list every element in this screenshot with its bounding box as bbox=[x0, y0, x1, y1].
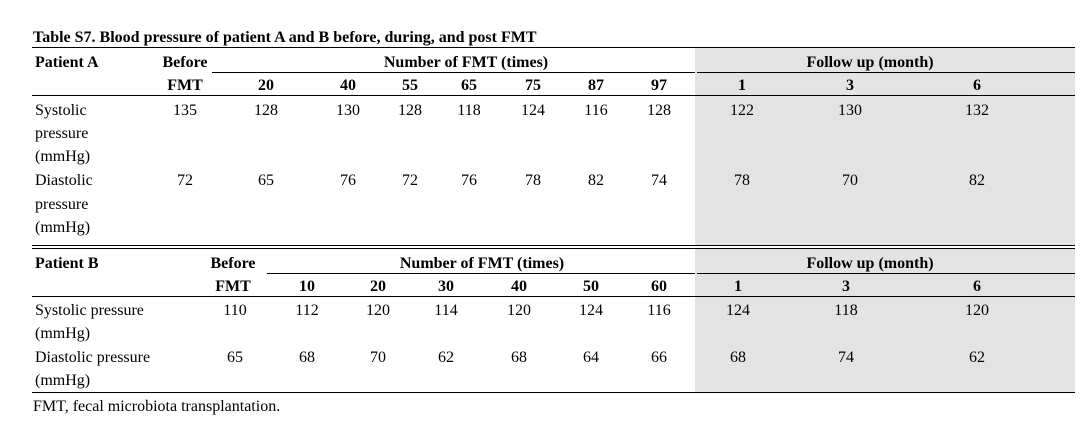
table-cell: 78 bbox=[525, 172, 541, 189]
rule-header-bottom-a bbox=[32, 95, 1075, 96]
table-cell: 128 bbox=[254, 102, 278, 119]
rule-bottom-a bbox=[32, 245, 1075, 246]
table-cell: 135 bbox=[173, 102, 197, 119]
rule-fmt-group-b bbox=[267, 273, 695, 274]
row-label-line: (mmHg) bbox=[35, 372, 91, 389]
table-cell: 74 bbox=[838, 349, 854, 366]
table-cell: 82 bbox=[588, 172, 604, 189]
fmt-col-header-a: 20 bbox=[258, 77, 274, 94]
table-cell: 128 bbox=[647, 102, 671, 119]
table-cell: 120 bbox=[366, 302, 390, 319]
rule-followup-group-a bbox=[697, 72, 1075, 73]
fmt-col-header-a: 40 bbox=[340, 77, 356, 94]
followup-col-header-b: 6 bbox=[973, 278, 981, 295]
table-cell: 124 bbox=[579, 302, 603, 319]
fmt-col-header-b: 60 bbox=[651, 278, 667, 295]
follow-up-shade-b bbox=[695, 248, 1075, 393]
followup-header-b: Follow up (month) bbox=[806, 255, 934, 272]
table-cell: 120 bbox=[965, 302, 989, 319]
table-cell: 82 bbox=[969, 172, 985, 189]
rule-fmt-group-a bbox=[212, 72, 695, 73]
table-cell: 68 bbox=[730, 349, 746, 366]
row-label-line: (mmHg) bbox=[35, 325, 91, 342]
table-cell: 62 bbox=[969, 349, 985, 366]
fmt-col-header-b: 50 bbox=[583, 278, 599, 295]
rule-followup-group-b bbox=[697, 273, 1075, 274]
table-cell: 68 bbox=[299, 349, 315, 366]
table-cell: 72 bbox=[402, 172, 418, 189]
fmt-col-header-a: 75 bbox=[525, 77, 541, 94]
table-cell: 65 bbox=[227, 349, 243, 366]
table-cell: 118 bbox=[834, 302, 858, 319]
table-cell: 64 bbox=[583, 349, 599, 366]
patient-a-header: Patient A bbox=[35, 54, 99, 71]
row-label-line: pressure bbox=[35, 196, 89, 213]
followup-header-a: Follow up (month) bbox=[806, 54, 934, 71]
table-cell: 124 bbox=[726, 302, 750, 319]
fmt-group-header-b: Number of FMT (times) bbox=[399, 255, 565, 272]
fmt-col-header-b: 40 bbox=[511, 278, 527, 295]
table-cell: 116 bbox=[584, 102, 608, 119]
patient-b-header: Patient B bbox=[35, 255, 99, 272]
row-label-line: (mmHg) bbox=[35, 219, 91, 236]
fmt-col-header-a: 65 bbox=[461, 77, 477, 94]
table-cell: 122 bbox=[730, 102, 754, 119]
before-fmt-header-a-line1: Before bbox=[162, 54, 208, 71]
follow-up-shade-a bbox=[695, 48, 1075, 245]
table-cell: 65 bbox=[258, 172, 274, 189]
table-cell: 130 bbox=[336, 102, 360, 119]
fmt-col-header-a: 97 bbox=[651, 77, 667, 94]
followup-col-header-a: 6 bbox=[973, 77, 981, 94]
table-cell: 78 bbox=[734, 172, 750, 189]
row-label-line: Diastolic bbox=[35, 172, 93, 189]
table-footnote: FMT, fecal microbiota transplantation. bbox=[33, 398, 281, 415]
row-label-line: Diastolic pressure bbox=[35, 349, 151, 366]
table-cell: 116 bbox=[647, 302, 671, 319]
fmt-col-header-a: 55 bbox=[402, 77, 418, 94]
rule-top-a bbox=[32, 47, 1075, 48]
table-cell: 70 bbox=[842, 172, 858, 189]
table-cell: 76 bbox=[461, 172, 477, 189]
table-cell: 76 bbox=[340, 172, 356, 189]
fmt-col-header-b: 30 bbox=[438, 278, 454, 295]
followup-col-header-a: 1 bbox=[738, 77, 746, 94]
table-cell: 124 bbox=[521, 102, 545, 119]
table-cell: 114 bbox=[434, 302, 458, 319]
followup-col-header-b: 1 bbox=[734, 278, 742, 295]
before-fmt-header-a-line2: FMT bbox=[167, 77, 203, 94]
table-cell: 68 bbox=[511, 349, 527, 366]
rule-top-b bbox=[32, 248, 1075, 249]
table-cell: 72 bbox=[177, 172, 193, 189]
row-label-line: pressure bbox=[35, 125, 89, 142]
table-cell: 130 bbox=[838, 102, 862, 119]
table-cell: 74 bbox=[651, 172, 667, 189]
rule-header-bottom-b bbox=[32, 296, 1075, 297]
before-fmt-header-b-line1: Before bbox=[210, 255, 256, 272]
table-cell: 62 bbox=[438, 349, 454, 366]
rule-bottom-b bbox=[32, 392, 1075, 393]
fmt-col-header-a: 87 bbox=[588, 77, 604, 94]
fmt-group-header-a: Number of FMT (times) bbox=[383, 54, 549, 71]
before-fmt-header-b-line2: FMT bbox=[215, 278, 251, 295]
followup-col-header-a: 3 bbox=[846, 77, 854, 94]
table-cell: 112 bbox=[295, 302, 319, 319]
fmt-col-header-b: 10 bbox=[299, 278, 315, 295]
table-cell: 70 bbox=[370, 349, 386, 366]
row-label-line: Systolic bbox=[35, 102, 87, 119]
table-caption: Table S7. Blood pressure of patient A an… bbox=[33, 29, 537, 46]
table-cell: 132 bbox=[965, 102, 989, 119]
table-cell: 118 bbox=[457, 102, 481, 119]
fmt-col-header-b: 20 bbox=[370, 278, 386, 295]
table-cell: 120 bbox=[507, 302, 531, 319]
followup-col-header-b: 3 bbox=[842, 278, 850, 295]
row-label-line: (mmHg) bbox=[35, 148, 91, 165]
row-label-line: Systolic pressure bbox=[35, 302, 144, 319]
table-cell: 110 bbox=[223, 302, 247, 319]
table-cell: 128 bbox=[398, 102, 422, 119]
table-cell: 66 bbox=[651, 349, 667, 366]
